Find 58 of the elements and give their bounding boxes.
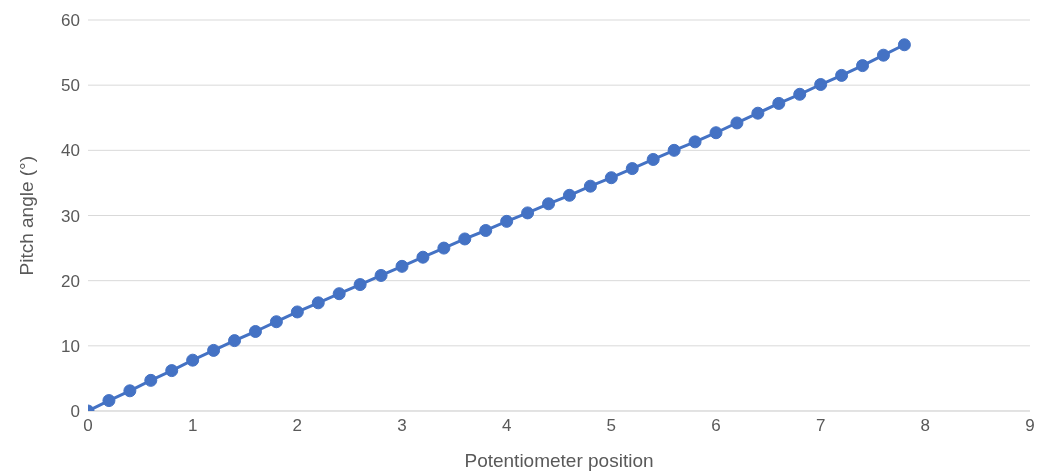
point <box>856 59 870 73</box>
point <box>625 162 639 176</box>
x-tick-label: 9 <box>1025 416 1035 436</box>
point <box>248 325 262 338</box>
point <box>479 223 493 237</box>
x-tick-label: 2 <box>292 416 303 436</box>
x-tick-label: 4 <box>501 416 512 436</box>
point <box>709 126 723 140</box>
point <box>646 152 660 166</box>
point <box>165 364 179 378</box>
point <box>269 315 283 329</box>
x-tick-label: 8 <box>920 416 931 436</box>
point <box>290 305 304 319</box>
x-tick-label: 1 <box>187 416 198 436</box>
point <box>730 116 744 130</box>
point <box>374 268 388 282</box>
point <box>814 78 828 92</box>
point <box>332 287 346 301</box>
point <box>311 296 325 310</box>
point <box>437 241 451 255</box>
point <box>876 48 890 62</box>
point <box>542 197 556 211</box>
point <box>793 87 807 101</box>
x-tick-label: 7 <box>815 416 826 436</box>
point <box>521 206 535 220</box>
x-tick-label: 5 <box>606 416 617 436</box>
point <box>207 343 221 357</box>
point <box>772 96 786 110</box>
y-tick-label: 10 <box>61 336 80 356</box>
x-tick-label: 3 <box>397 416 407 436</box>
point <box>751 106 765 120</box>
point <box>416 250 430 264</box>
y-axis-title: Pitch angle (°) <box>15 155 37 276</box>
point <box>186 353 200 367</box>
point <box>458 232 472 246</box>
point <box>500 214 514 228</box>
x-tick-label: 0 <box>83 416 93 436</box>
point <box>562 188 576 202</box>
point <box>583 179 597 193</box>
point <box>604 171 618 185</box>
y-tick-label: 20 <box>61 271 80 291</box>
y-tick-label: 60 <box>61 11 80 31</box>
y-tick-label: 30 <box>61 206 80 226</box>
point <box>688 135 702 149</box>
y-tick-label: 0 <box>70 402 80 422</box>
point <box>102 394 116 408</box>
y-tick-label: 50 <box>61 76 80 96</box>
point <box>353 278 367 292</box>
y-tick-label: 40 <box>61 141 80 161</box>
point <box>835 68 849 82</box>
point <box>897 38 911 52</box>
point <box>123 384 137 398</box>
point <box>395 259 409 273</box>
point <box>667 143 681 157</box>
x-tick-label: 6 <box>711 416 721 436</box>
point <box>228 334 242 348</box>
point <box>144 373 158 387</box>
x-axis-title: Potentiometer position <box>464 450 654 471</box>
